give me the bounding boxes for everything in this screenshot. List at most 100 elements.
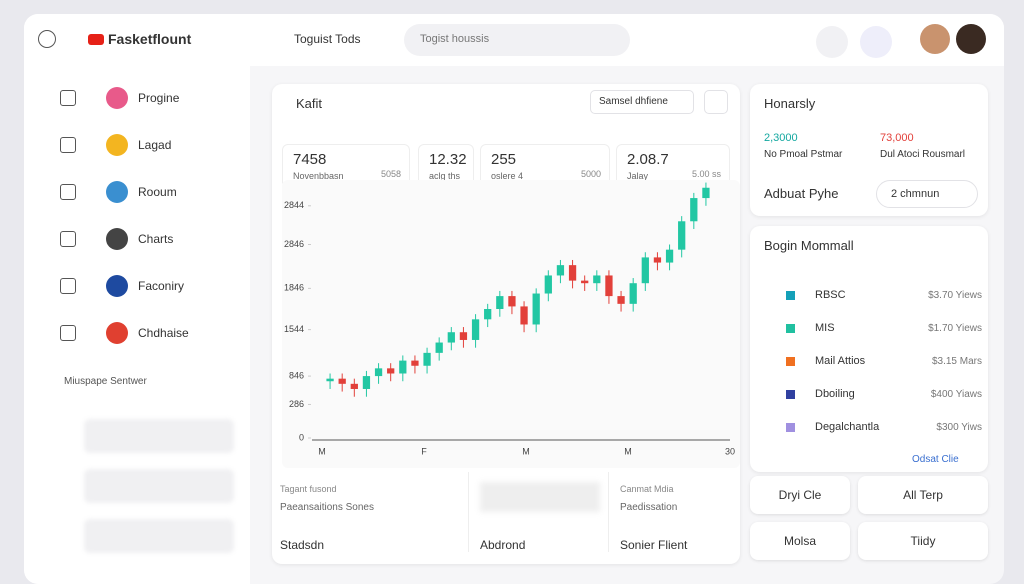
brand-logo (88, 34, 104, 45)
nav-label: Chdhaise (138, 326, 189, 340)
y-tick-label: 1846 (284, 283, 304, 293)
footer-text: Paedissation (620, 502, 678, 513)
menu-icon[interactable] (38, 30, 56, 48)
expand-button[interactable] (704, 90, 728, 114)
app-window: Fasketflount Toguist Tods Togist houssis… (24, 14, 1004, 584)
button[interactable]: All Terp (858, 476, 988, 514)
x-tick-label: M (522, 446, 530, 456)
list-item[interactable]: Dboiling $400 Yiaws (782, 381, 1004, 407)
candle-body (374, 368, 383, 377)
list-item[interactable]: RBSC $3.70 Yiews (782, 282, 1004, 308)
x-tick-label: F (421, 446, 427, 456)
candle-body (399, 360, 407, 374)
stat-label: Jalay (627, 171, 649, 181)
y-tick-label: 2844 (284, 200, 304, 210)
candle-body (496, 296, 504, 309)
candle-body (520, 306, 528, 325)
avatar[interactable] (920, 24, 950, 54)
button[interactable]: Tiidy (858, 522, 988, 560)
nav-icon (60, 325, 76, 341)
nav-label: Progine (138, 91, 180, 105)
action-label: Adbuat Pyhe (764, 186, 839, 201)
nav-item[interactable]: Progine (60, 86, 260, 110)
nav-item[interactable]: Charts (60, 227, 260, 251)
candle-body (484, 309, 492, 320)
nav-label: Charts (138, 232, 174, 246)
icon-button[interactable] (860, 26, 892, 58)
candle-body (605, 275, 613, 297)
filter-select[interactable]: Samsel dhfiene (590, 90, 694, 114)
nav-avatar (106, 275, 128, 297)
list-price: $3.15 Mars (931, 355, 982, 367)
candle-body (447, 332, 455, 343)
stat-label: oslere 4 (491, 171, 524, 181)
blurred-block (480, 482, 600, 512)
footer-title: Sonier Flient (620, 538, 688, 552)
candle-body (508, 296, 516, 307)
list-price: $300 Yiws (936, 421, 982, 433)
avatar[interactable] (956, 24, 986, 54)
candle-body (568, 265, 577, 281)
nav-icon (60, 90, 76, 106)
y-tick-label: 2846 (284, 239, 304, 249)
candle-body (411, 360, 419, 366)
candle-body (678, 221, 686, 250)
list-item[interactable]: Mail Attios $3.15 Mars (782, 348, 1004, 374)
metric-label: No Pmoal Pstmar (764, 149, 843, 160)
blurred-item (84, 519, 234, 553)
list-price: $400 Yiaws (930, 388, 982, 400)
search[interactable]: Togist houssis (404, 24, 630, 56)
candle-body (423, 352, 431, 366)
list-swatch (786, 290, 795, 300)
chart: 0 286 846 1544 1846 2846 2844 M F M M 30 (282, 180, 740, 468)
action-button[interactable]: 2 chmnun (876, 180, 978, 208)
nav-avatar (106, 87, 128, 109)
candle-body (532, 293, 540, 325)
list-item[interactable]: Degalchantla $300 Yiws (782, 414, 1004, 440)
list-price: $1.70 Yiews (928, 322, 982, 334)
list-item[interactable]: MIS $1.70 Yiews (782, 315, 1004, 341)
button[interactable]: Dryi Cle (750, 476, 850, 514)
footer-title: Abdrond (480, 538, 526, 552)
sidebar-section: Miuspape Sentwer (64, 376, 147, 387)
list-link[interactable]: Odsat Clie (912, 454, 959, 465)
stat-label: Novenbbasn (293, 171, 344, 181)
candle-body (544, 275, 552, 294)
footer-text: Paeansaitions Sones (280, 502, 374, 513)
x-tick-label: M (624, 446, 632, 456)
button[interactable]: Molsa (750, 522, 850, 560)
candle-body (593, 275, 601, 284)
stat-value: 255 (491, 151, 517, 168)
x-tick-label: 30 (725, 446, 735, 456)
nav-avatar (106, 228, 128, 250)
nav-item[interactable]: Chdhaise (60, 321, 260, 345)
stat-label: aclg ths (429, 171, 461, 181)
list-swatch (786, 356, 795, 366)
candle-body (702, 187, 710, 199)
candle-body (387, 368, 395, 374)
stat-value: 2.08.7 (627, 151, 669, 168)
metric-value: 73,000 (880, 132, 914, 144)
candle-body (581, 280, 589, 284)
list-name: Mail Attios (815, 355, 866, 367)
icon-button[interactable] (816, 26, 848, 58)
nav-label: Rooum (138, 185, 177, 199)
nav-avatar (106, 181, 128, 203)
summary-title: Honarsly (764, 96, 816, 111)
nav-icon (60, 231, 76, 247)
y-tick-label: 1544 (284, 324, 304, 334)
list-name: Dboiling (815, 388, 855, 400)
candle-body (665, 249, 674, 263)
x-tick-label: M (318, 446, 326, 456)
list-swatch (786, 422, 795, 432)
tab[interactable]: Toguist Tods (294, 32, 361, 46)
nav-label: Lagad (138, 138, 172, 152)
summary-card (750, 84, 988, 216)
nav-icon (60, 278, 76, 294)
stat-sub: 5058 (380, 169, 401, 179)
nav-item[interactable]: Rooum (60, 180, 260, 204)
footer-caption: Tagant fusond (280, 484, 337, 494)
nav-item[interactable]: Lagad (60, 133, 260, 157)
nav-item[interactable]: Faconiry (60, 274, 260, 298)
